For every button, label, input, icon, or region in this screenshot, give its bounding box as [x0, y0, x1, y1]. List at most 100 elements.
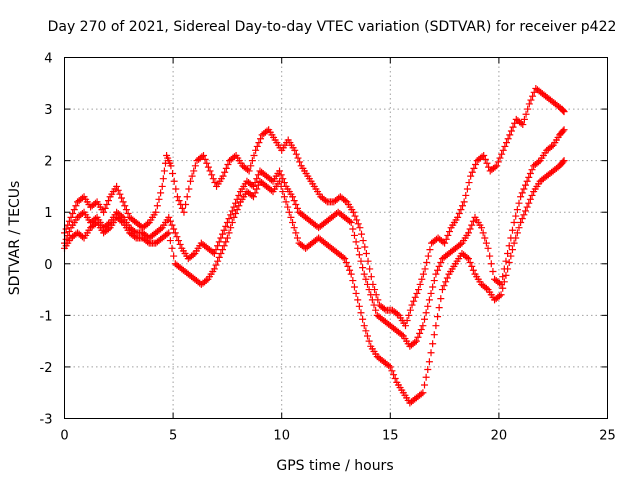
- data-point-fill: [424, 366, 432, 374]
- data-point-fill: [203, 159, 211, 167]
- data-point-fill: [354, 220, 362, 228]
- data-point-fill: [155, 195, 163, 203]
- data-point-fill: [172, 185, 180, 193]
- data-point-fill: [190, 167, 198, 175]
- data-point-fill: [296, 158, 304, 166]
- series-group: [61, 84, 568, 330]
- data-point: [478, 224, 486, 232]
- data-point: [119, 198, 127, 206]
- data-point-fill: [442, 278, 450, 286]
- data-point-fill: [370, 301, 378, 309]
- data-point-fill: [481, 234, 489, 242]
- data-point-fill: [224, 161, 232, 169]
- data-point-fill: [520, 115, 528, 123]
- data-point-fill: [372, 306, 380, 314]
- data-point-fill: [65, 228, 73, 236]
- data-point-fill: [91, 220, 99, 228]
- data-point-fill: [118, 194, 126, 202]
- data-point-fill: [469, 266, 477, 274]
- data-point-fill: [380, 305, 388, 313]
- data-point-fill: [215, 238, 223, 246]
- data-point-fill: [243, 166, 251, 174]
- data-point-fill: [465, 179, 473, 187]
- data-point-fill: [499, 284, 507, 292]
- data-point-fill: [215, 253, 223, 261]
- data-point-fill: [495, 292, 503, 300]
- data-point-fill: [222, 222, 230, 230]
- data-point-fill: [518, 215, 526, 223]
- data-point-fill: [427, 349, 435, 357]
- data-point-fill: [168, 244, 176, 252]
- data-point: [67, 213, 75, 221]
- data-point-fill: [410, 297, 418, 305]
- data-point: [438, 286, 446, 294]
- data-point-fill: [157, 189, 165, 197]
- data-point-fill: [290, 197, 298, 205]
- data-point-fill: [416, 280, 424, 288]
- x-tick-label: 5: [169, 429, 177, 444]
- data-point-fill: [182, 200, 190, 208]
- data-point: [217, 249, 225, 257]
- data-point: [249, 193, 257, 201]
- data-point-fill: [435, 304, 443, 312]
- data-point-fill: [170, 225, 178, 233]
- data-point-fill: [221, 168, 229, 176]
- data-point-fill: [362, 327, 370, 335]
- data-point-fill: [220, 226, 228, 234]
- data-point-fill: [253, 142, 261, 150]
- data-point-fill: [424, 302, 432, 310]
- data-point-fill: [353, 216, 361, 224]
- data-point-fill: [421, 381, 429, 389]
- data-point-fill: [342, 258, 350, 266]
- data-point: [100, 208, 108, 216]
- data-point-fill: [359, 237, 367, 245]
- data-point-fill: [430, 331, 438, 339]
- data-point-fill: [468, 221, 476, 229]
- data-point-fill: [414, 333, 422, 341]
- data-point-fill: [498, 150, 506, 158]
- data-point-fill: [214, 242, 222, 250]
- data-point: [415, 286, 423, 294]
- data-point-fill: [437, 295, 445, 303]
- data-point-fill: [114, 186, 122, 194]
- data-point-fill: [292, 150, 300, 158]
- data-point-fill: [548, 142, 556, 150]
- data-point: [421, 265, 429, 273]
- data-point-fill: [509, 123, 517, 131]
- data-point-fill: [235, 191, 243, 199]
- data-point: [173, 193, 181, 201]
- data-point-fill: [393, 310, 401, 318]
- data-point-fill: [293, 234, 301, 242]
- data-point: [464, 255, 472, 263]
- y-tick-label: -2: [40, 361, 53, 376]
- data-point-fill: [456, 240, 464, 248]
- data-point-fill: [212, 261, 220, 269]
- data-point-fill: [69, 210, 77, 218]
- data-point: [171, 229, 179, 237]
- data-point-fill: [429, 340, 437, 348]
- data-point-fill: [522, 181, 530, 189]
- data-point: [504, 265, 512, 273]
- data-point-fill: [517, 119, 525, 127]
- data-point-fill: [166, 237, 174, 245]
- data-point-fill: [468, 262, 476, 270]
- plot-frame: [64, 57, 608, 419]
- data-point: [523, 203, 531, 211]
- data-point-fill: [72, 202, 80, 210]
- data-point-fill: [525, 173, 533, 181]
- data-point: [245, 167, 253, 175]
- data-point-fill: [406, 306, 414, 314]
- data-point-fill: [253, 185, 261, 193]
- y-tick-label: 2: [44, 155, 52, 170]
- data-point-fill: [526, 195, 534, 203]
- data-point-fill: [170, 252, 178, 260]
- data-point-fill: [535, 158, 543, 166]
- data-point-fill: [512, 212, 520, 220]
- data-point: [200, 151, 208, 159]
- data-point: [560, 157, 568, 165]
- data-point-fill: [466, 225, 474, 233]
- data-point-fill: [219, 246, 227, 254]
- data-point-fill: [175, 197, 183, 205]
- data-point: [210, 249, 218, 257]
- data-point-fill: [227, 224, 235, 232]
